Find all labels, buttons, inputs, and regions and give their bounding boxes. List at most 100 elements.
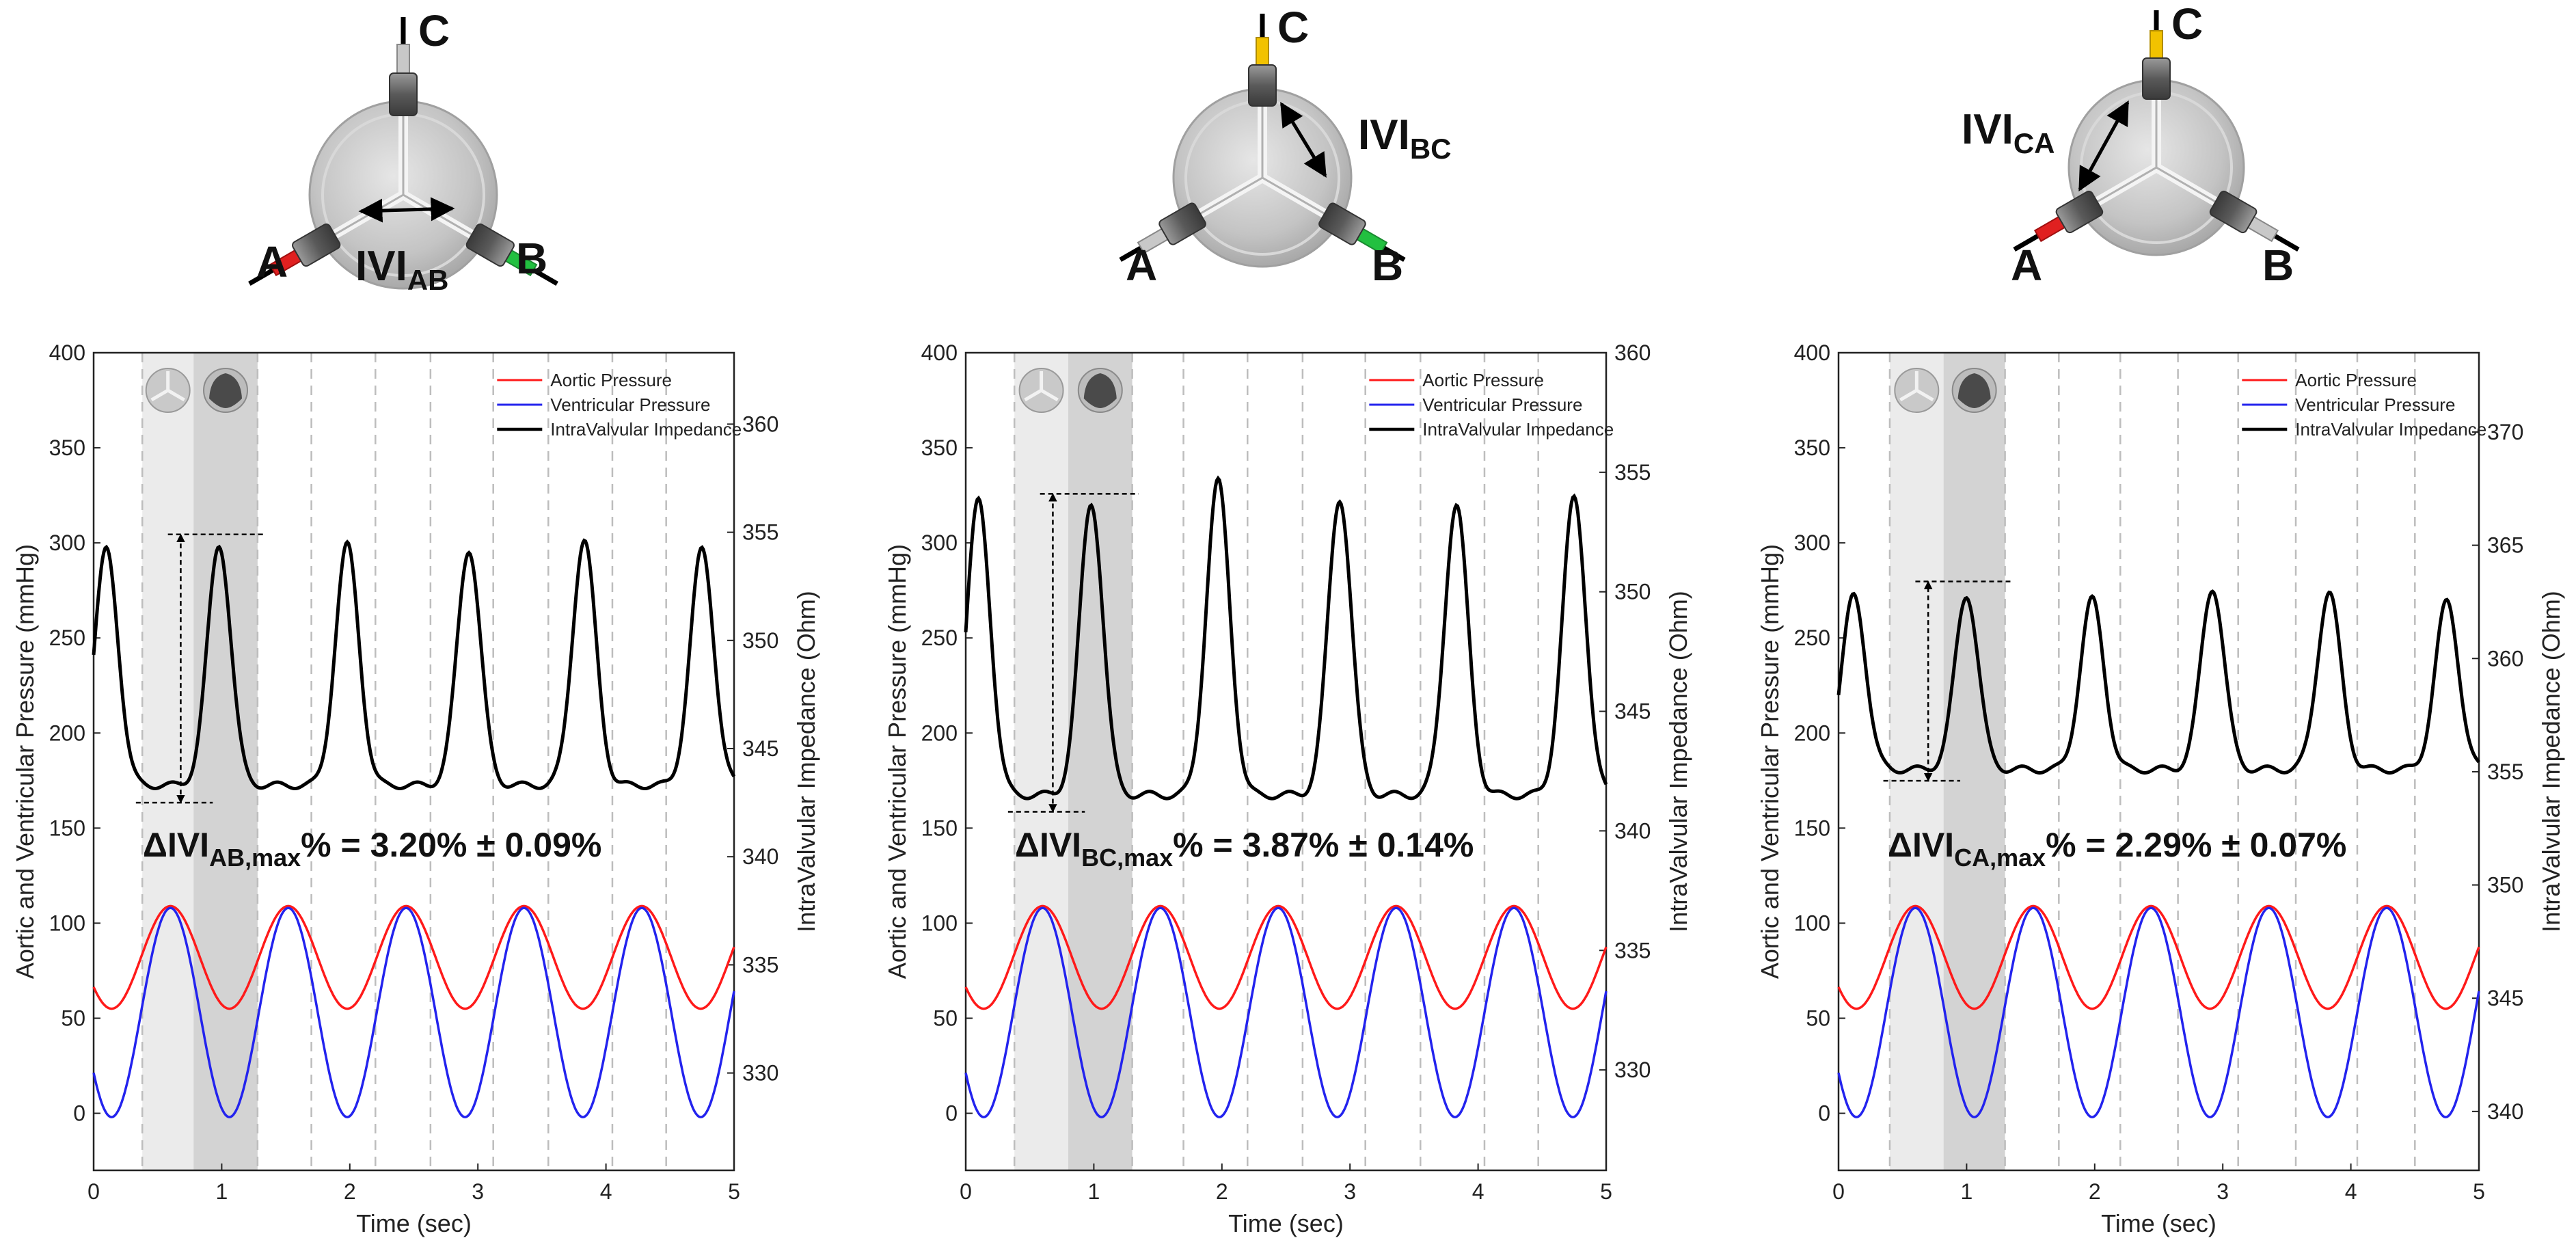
ivi-measurement-arrow [2078, 100, 2130, 192]
valve-closed-band [1068, 353, 1133, 1170]
y-left-tick-label: 300 [921, 530, 958, 555]
y-left-tick-label: 50 [933, 1006, 958, 1030]
y-left-tick-label: 150 [1794, 816, 1830, 840]
aortic-pressure-line [92, 904, 735, 1010]
y-left-tick-label: 200 [1794, 721, 1830, 745]
x-tick-label: 5 [2473, 1179, 2485, 1204]
metric-value: % = 3.20% ± 0.09% [301, 826, 601, 864]
valve-open-icon-leaflet [1916, 388, 1934, 402]
y-right-tick-label: 350 [1614, 580, 1651, 604]
y-left-tick-label: 50 [1806, 1006, 1830, 1030]
x-tick-label: 1 [1088, 1179, 1100, 1204]
y-right-axis-label: IntraValvular Impedance (Ohm) [2537, 591, 2565, 932]
legend-label: IntraValvular Impedance [550, 419, 742, 440]
metric-prefix: ΔIVI [1015, 826, 1081, 864]
valve-open-icon [145, 368, 191, 413]
y-left-tick-label: 350 [921, 435, 958, 460]
lead-label-c: C [418, 6, 450, 55]
valve-closed-icon [1077, 368, 1123, 413]
lead-label-c: C [2171, 0, 2203, 49]
electrode-c [2142, 10, 2171, 100]
intravalvular-impedance-line [1836, 589, 2480, 775]
y-left-axis-label: Aortic and Ventricular Pressure (mmHg) [1756, 544, 1784, 979]
electrode-c [1248, 14, 1277, 107]
ivi-label: IVIAB [355, 243, 448, 296]
legend: Aortic Pressure Ventricular Pressure Intra… [1369, 370, 1614, 440]
y-left-tick-label: 300 [1794, 530, 1830, 555]
y-left-tick-label: 50 [61, 1006, 85, 1030]
y-left-tick-label: 100 [921, 911, 958, 935]
y-right-tick-label: 340 [1614, 818, 1651, 843]
valve-leaflet-edges [1195, 101, 1329, 217]
x-tick-label: 5 [1600, 1179, 1612, 1204]
y-left-tick-label: 350 [1794, 435, 1830, 460]
y-left-tick-label: 100 [1794, 911, 1830, 935]
delta-ivi-metric: ΔIVIAB,max% = 3.20% ± 0.09% [143, 826, 601, 872]
y-left-tick-label: 300 [49, 530, 85, 555]
lead-label-b: B [1372, 241, 1403, 290]
x-tick-label: 1 [216, 1179, 228, 1204]
valve-open-icon-leaflet [1040, 388, 1059, 402]
y-left-tick-label: 200 [921, 721, 958, 745]
x-tick-label: 2 [344, 1179, 356, 1204]
ivi-measurement-arrow [1279, 102, 1327, 178]
lead-label-a: A [1126, 241, 1157, 290]
electrode-a [2013, 190, 2104, 252]
y-right-tick-label: 360 [1614, 340, 1651, 365]
y-left-tick-label: 250 [49, 626, 85, 650]
ivi-label: IVIBC [1358, 111, 1451, 165]
electrode-b [465, 223, 558, 286]
y-left-tick-label: 150 [921, 816, 958, 840]
metric-prefix: ΔIVI [143, 826, 209, 864]
y-right-tick-label: 345 [1614, 699, 1651, 724]
y-right-tick-label: 330 [742, 1061, 778, 1086]
metric-subscript: BC,max [1081, 844, 1173, 872]
y-left-tick-label: 400 [49, 340, 85, 365]
valve-open-icon [1018, 368, 1064, 413]
x-tick-label: 1 [1961, 1179, 1973, 1204]
electrode-b [1318, 202, 1406, 263]
y-right-axis-label: IntraValvular Impedance (Ohm) [1664, 591, 1692, 932]
x-tick-label: 4 [600, 1179, 612, 1204]
legend-label: IntraValvular Impedance [1422, 419, 1614, 440]
y-right-tick-label: 360 [2487, 646, 2523, 671]
y-right-axis-label: IntraValvular Impedance (Ohm) [792, 591, 820, 932]
chart-panel-ab: 0 1 2 3 4 50501001502002503003504003303353403… [11, 340, 820, 1237]
y-left-tick-label: 400 [921, 340, 958, 365]
y-left-tick-label: 0 [1818, 1101, 1830, 1126]
plot-frame [92, 351, 735, 1172]
y-left-tick-label: 400 [1794, 340, 1830, 365]
chart-panel-bc: 0 1 2 3 4 50501001502002503003504003303353403… [883, 340, 1692, 1237]
legend-label: Aortic Pressure [1422, 370, 1544, 390]
x-tick-label: 0 [1832, 1179, 1845, 1204]
lead-label-b: B [516, 234, 547, 283]
ivi-label: IVICA [1962, 106, 2055, 159]
y-right-tick-label: 335 [742, 952, 778, 977]
valve-open-band [142, 353, 194, 1170]
valve-open-band [1014, 353, 1068, 1170]
ivi-measurement-arrow [358, 197, 455, 223]
y-left-tick-label: 100 [49, 911, 85, 935]
y-right-tick-label: 350 [2487, 873, 2523, 898]
valve-closed-icon-leaflets [1957, 373, 1991, 408]
ventricular-pressure-line [964, 906, 1608, 1118]
y-right-tick-label: 340 [2487, 1099, 2523, 1124]
legend: Aortic Pressure Ventricular Pressure Intra… [497, 370, 742, 440]
electrode-b [2209, 190, 2300, 252]
y-right-tick-label: 345 [2487, 986, 2523, 1010]
valve-open-icon-leaflet [150, 388, 169, 402]
valve-closed-icon [1951, 368, 1997, 413]
electrode-a [1119, 202, 1206, 263]
metric-prefix: ΔIVI [1888, 826, 1954, 864]
y-left-axis-label: Aortic and Ventricular Pressure (mmHg) [11, 544, 39, 979]
x-axis-label: Time (sec) [356, 1209, 472, 1237]
plot-frame [964, 351, 1608, 1172]
legend: Aortic Pressure Ventricular Pressure Intra… [2242, 370, 2486, 440]
y-right-tick-label: 345 [742, 736, 778, 761]
valve-open-icon-leaflet [1024, 388, 1042, 402]
y-right-tick-label: 355 [2487, 759, 2523, 784]
lead-label-c: C [1277, 3, 1309, 52]
x-tick-label: 5 [728, 1179, 740, 1204]
x-tick-label: 4 [2345, 1179, 2357, 1204]
